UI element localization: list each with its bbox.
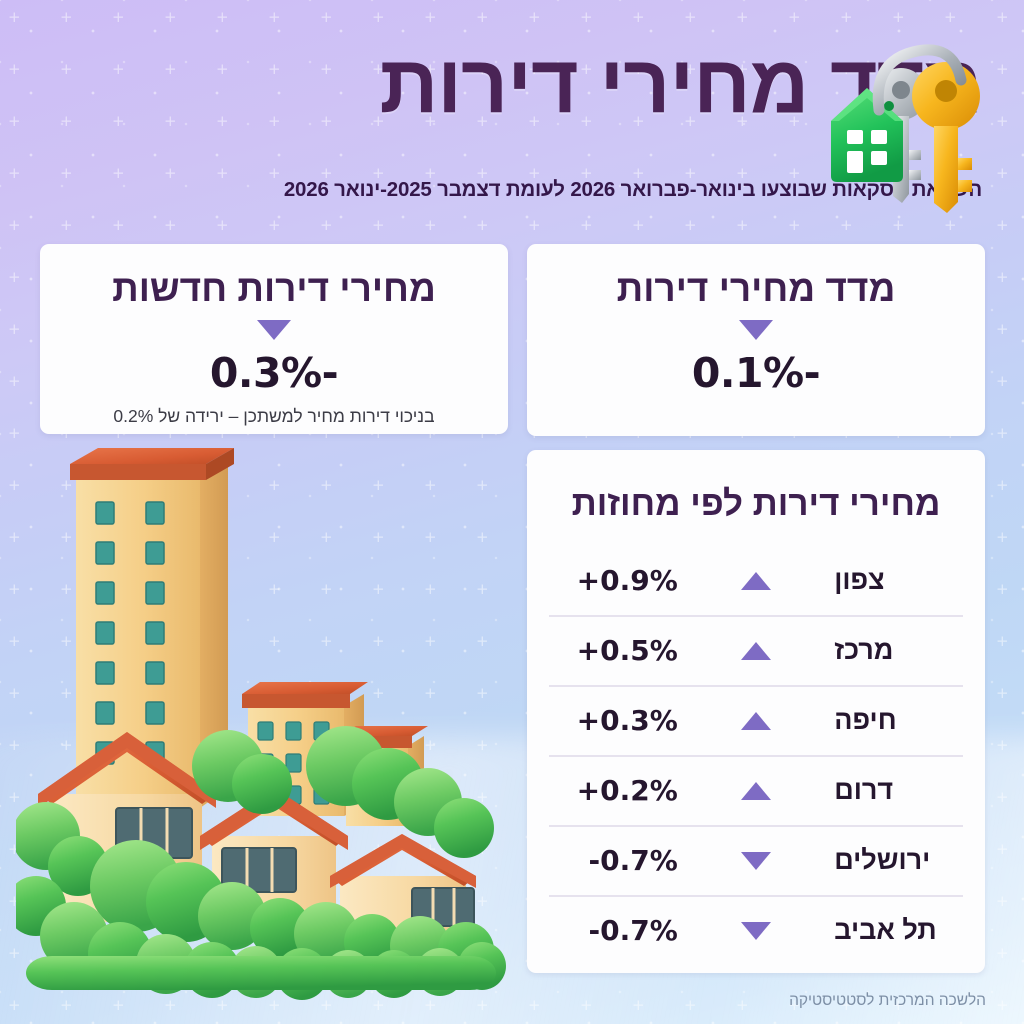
card-new-apartment-prices-note: בניכוי דירות מחיר למשתכן – ירידה של 0.2% [113, 405, 435, 426]
bushes-foliage [16, 726, 506, 1000]
city-buildings-and-houses-illustration [16, 448, 506, 1000]
gold-key-icon [912, 62, 980, 213]
background-plus-glyph: + [996, 372, 1009, 390]
background-plus-glyph: + [8, 268, 21, 286]
district-row: צפון +0.9% [549, 547, 963, 617]
background-plus-glyph: + [996, 788, 1009, 806]
district-trend-arrow [690, 571, 822, 590]
background-plus-glyph: + [684, 996, 697, 1014]
district-value: +0.2% [576, 774, 678, 808]
district-value: -0.7% [588, 914, 678, 948]
background-plus-glyph: + [580, 996, 593, 1014]
card-new-apartment-prices-title: מחירי דירות חדשות [112, 268, 436, 309]
trend-down-arrow-icon [739, 319, 773, 340]
footer-credit: הלשכה המרכזית לסטטיסטיקה [789, 992, 986, 1009]
card-apartment-price-index-title: מדד מחירי דירות [616, 268, 896, 309]
card-apartment-price-index-value: -0.1% [691, 348, 821, 397]
trend-down-arrow-icon [257, 319, 291, 340]
background-plus-glyph: + [996, 268, 1009, 286]
trend-up-arrow-icon [741, 571, 772, 590]
district-row: תל אביב -0.7% [549, 897, 963, 965]
district-trend-arrow [690, 921, 822, 940]
background-plus-glyph: + [996, 476, 1009, 494]
background-plus-glyph: + [996, 892, 1009, 910]
district-row: חיפה +0.3% [549, 687, 963, 757]
background-plus-glyph: + [996, 580, 1009, 598]
house-keychain-icon [831, 88, 903, 182]
background-plus-glyph: + [996, 684, 1009, 702]
background-plus-glyph: + [8, 320, 21, 338]
trend-down-arrow-icon [741, 921, 772, 940]
background-plus-glyph: + [8, 372, 21, 390]
trend-up-arrow-icon [741, 641, 772, 660]
district-trend-arrow [690, 711, 822, 730]
trend-down-arrow-icon [741, 851, 772, 870]
background-plus-glyph: + [996, 840, 1009, 858]
district-name: דרום [834, 775, 894, 806]
district-value: +0.9% [576, 564, 678, 598]
district-name: חיפה [834, 705, 897, 736]
district-name: ירושלים [834, 845, 931, 876]
card-apartment-price-index: מדד מחירי דירות -0.1% [527, 244, 985, 436]
district-row: דרום +0.2% [549, 757, 963, 827]
background-plus-glyph: + [996, 944, 1009, 962]
district-value: +0.5% [576, 634, 678, 668]
district-trend-arrow [690, 781, 822, 800]
card-new-apartment-prices-value: -0.3% [209, 348, 339, 397]
district-name: צפון [834, 565, 885, 596]
district-value: -0.7% [588, 844, 678, 878]
background-plus-glyph: + [996, 996, 1009, 1014]
district-row: ירושלים -0.7% [549, 827, 963, 897]
district-row: מרכז +0.5% [549, 617, 963, 687]
card-prices-by-district: מחירי דירות לפי מחוזות צפון +0.9% מרכז +0.5… [527, 450, 985, 973]
background-plus-glyph: + [632, 996, 645, 1014]
background-plus-glyph: + [736, 996, 749, 1014]
district-rows-list: צפון +0.9% מרכז +0.5% חיפה +0.3% דרום +0.2% ירוש… [549, 547, 963, 965]
page-subtitle: השוואת עסקאות שבוצעו בינואר-פברואר 2026 … [283, 178, 982, 201]
district-trend-arrow [690, 851, 822, 870]
trend-up-arrow-icon [741, 711, 772, 730]
background-plus-glyph: + [996, 528, 1009, 546]
house-keychain-keys-icon [831, 44, 980, 213]
district-trend-arrow [690, 641, 822, 660]
card-new-apartment-prices: מחירי דירות חדשות -0.3% בניכוי דירות מחי… [40, 244, 508, 434]
header: מדד מחירי דירות השוואת עסקאות שבוצעו בינ… [0, 0, 1024, 230]
district-name: מרכז [834, 635, 894, 666]
district-name: תל אביב [834, 915, 937, 946]
district-value: +0.3% [576, 704, 678, 738]
card-prices-by-district-title: מחירי דירות לפי מחוזות [571, 484, 941, 523]
key-ring-icon [872, 44, 967, 116]
trend-up-arrow-icon [741, 781, 772, 800]
background-plus-glyph: + [996, 424, 1009, 442]
background-plus-glyph: + [996, 736, 1009, 754]
background-plus-glyph: + [996, 632, 1009, 650]
background-plus-glyph: + [528, 996, 541, 1014]
background-plus-glyph: + [996, 320, 1009, 338]
